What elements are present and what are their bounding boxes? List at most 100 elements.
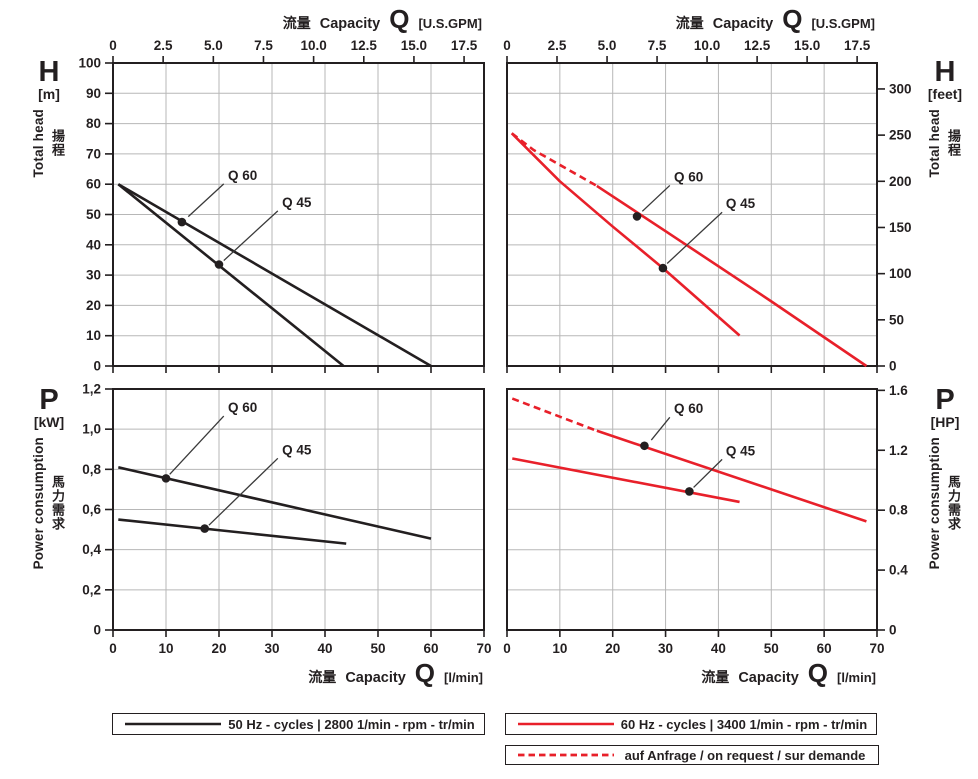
svg-text:7.5: 7.5 bbox=[254, 38, 273, 53]
svg-text:5.0: 5.0 bbox=[204, 38, 223, 53]
capacity-title-bottom-right: 流量 Capacity Q [l/min] bbox=[631, 660, 876, 687]
svg-text:0,8: 0,8 bbox=[82, 462, 101, 477]
power-label-latin: Power consumption bbox=[31, 437, 46, 570]
power-curve-60hz-q45 bbox=[512, 457, 740, 504]
power-axis-label-right: P [HP] Power consumption 馬力需求 bbox=[916, 384, 974, 570]
svg-text:200: 200 bbox=[889, 174, 912, 189]
legend-60hz: 60 Hz - cycles | 3400 1/min - rpm - tr/m… bbox=[505, 713, 877, 735]
svg-text:80: 80 bbox=[86, 116, 101, 131]
svg-text:10.0: 10.0 bbox=[694, 38, 720, 53]
svg-text:Q 45: Q 45 bbox=[282, 442, 312, 457]
svg-text:7.5: 7.5 bbox=[648, 38, 667, 53]
svg-text:90: 90 bbox=[86, 86, 101, 101]
head-unit: [m] bbox=[38, 86, 60, 102]
svg-text:2.5: 2.5 bbox=[548, 38, 567, 53]
svg-text:15.0: 15.0 bbox=[794, 38, 820, 53]
head-label-latin: Total head bbox=[31, 109, 46, 178]
power-label-cjk: 馬力需求 bbox=[50, 475, 65, 532]
svg-text:2.5: 2.5 bbox=[154, 38, 173, 53]
head-curve-60hz: 0 2.5 5.0 7.5 10.0 12.5 15.0 17.5 0 50 100 150 200 25… bbox=[503, 38, 911, 374]
svg-text:40: 40 bbox=[317, 641, 332, 656]
svg-text:1.2: 1.2 bbox=[889, 443, 908, 458]
legend-60hz-label: 60 Hz - cycles | 3400 1/min - rpm - tr/m… bbox=[620, 716, 868, 732]
svg-text:0,6: 0,6 bbox=[82, 502, 101, 517]
svg-text:10: 10 bbox=[86, 328, 101, 343]
svg-text:17.5: 17.5 bbox=[844, 38, 871, 53]
svg-text:50: 50 bbox=[370, 641, 385, 656]
capacity-title-latin: Capacity bbox=[712, 16, 774, 32]
svg-text:Q 60: Q 60 bbox=[228, 168, 257, 183]
svg-text:0: 0 bbox=[109, 641, 117, 656]
capacity-q-symbol: Q bbox=[389, 4, 410, 34]
capacity-title-latin: Capacity bbox=[345, 670, 406, 686]
legend-50hz: 50 Hz - cycles | 2800 1/min - rpm - tr/m… bbox=[112, 713, 485, 735]
capacity-title-latin: Capacity bbox=[738, 670, 799, 686]
capacity-title-unit: [U.S.GPM] bbox=[811, 16, 875, 31]
solid-red-line-sample bbox=[518, 722, 614, 726]
svg-text:30: 30 bbox=[264, 641, 279, 656]
svg-text:0: 0 bbox=[503, 38, 511, 53]
svg-text:50: 50 bbox=[889, 312, 904, 327]
svg-text:1.6: 1.6 bbox=[889, 383, 908, 398]
power-unit: [HP] bbox=[930, 414, 960, 430]
svg-text:30: 30 bbox=[86, 268, 101, 283]
head-curve-60hz-q60 bbox=[596, 184, 868, 368]
head-curve-50hz-q60 bbox=[117, 183, 432, 368]
capacity-title-top-right: 流量 Capacity Q [U.S.GPM] bbox=[631, 6, 875, 33]
power-curve-50hz-q45 bbox=[118, 518, 347, 545]
svg-text:100: 100 bbox=[889, 266, 912, 281]
head-curve-60hz-q60-duty-point-marker bbox=[632, 212, 642, 221]
svg-text:0.8: 0.8 bbox=[889, 503, 908, 518]
head-curve-60hz-q60-dashed bbox=[510, 132, 598, 188]
power-unit: [kW] bbox=[33, 414, 65, 430]
capacity-q-symbol: Q bbox=[807, 658, 828, 688]
svg-text:100: 100 bbox=[78, 56, 101, 71]
svg-text:15.0: 15.0 bbox=[401, 38, 427, 53]
head-label-latin: Total head bbox=[927, 109, 942, 178]
power-curve-50hz: 0 10 20 30 40 50 60 70 0 0,2 0,4 0,6 0,8 1,0 1,2 Q 60 Q … bbox=[82, 382, 491, 657]
svg-text:20: 20 bbox=[605, 641, 620, 656]
power-symbol: P bbox=[935, 384, 955, 416]
capacity-title-bottom-left: 流量 Capacity Q [l/min] bbox=[238, 660, 483, 687]
svg-text:Q 45: Q 45 bbox=[282, 195, 312, 210]
svg-text:1,2: 1,2 bbox=[82, 382, 101, 397]
head-curve-60hz-q45 bbox=[510, 132, 741, 337]
head-unit: [feet] bbox=[927, 86, 963, 102]
svg-text:60: 60 bbox=[423, 641, 438, 656]
capacity-title-cjk: 流量 bbox=[701, 669, 730, 685]
svg-text:60: 60 bbox=[817, 641, 832, 656]
svg-text:10: 10 bbox=[552, 641, 567, 656]
power-label-latin: Power consumption bbox=[927, 437, 942, 570]
capacity-title-unit: [l/min] bbox=[837, 670, 876, 685]
solid-black-line-sample bbox=[125, 722, 221, 726]
capacity-title-unit: [U.S.GPM] bbox=[418, 16, 482, 31]
svg-text:300: 300 bbox=[889, 81, 912, 96]
power-curve-50hz-q60 bbox=[118, 466, 432, 540]
svg-text:10: 10 bbox=[158, 641, 173, 656]
svg-text:70: 70 bbox=[869, 641, 884, 656]
head-symbol: H bbox=[934, 56, 956, 88]
svg-text:20: 20 bbox=[211, 641, 226, 656]
legend-on-request: auf Anfrage / on request / sur demande bbox=[505, 745, 879, 765]
head-label-cjk: 揚程 bbox=[946, 129, 961, 158]
svg-text:0: 0 bbox=[889, 623, 897, 638]
svg-text:Q 60: Q 60 bbox=[674, 401, 703, 416]
svg-text:0: 0 bbox=[93, 359, 101, 374]
head-curve-50hz-q45 bbox=[117, 183, 345, 368]
head-axis-label-right: H [feet] Total head 揚程 bbox=[916, 58, 974, 178]
legend-50hz-label: 50 Hz - cycles | 2800 1/min - rpm - tr/m… bbox=[228, 716, 475, 732]
svg-text:Q 60: Q 60 bbox=[674, 169, 703, 184]
capacity-title-cjk: 流量 bbox=[308, 669, 337, 685]
power-curve-60hz-q60-dashed bbox=[511, 397, 598, 433]
svg-text:70: 70 bbox=[476, 641, 491, 656]
svg-text:50: 50 bbox=[764, 641, 779, 656]
head-curve-50hz-q60-duty-point-marker bbox=[177, 217, 187, 227]
capacity-title-cjk: 流量 bbox=[282, 15, 311, 31]
svg-text:0: 0 bbox=[503, 641, 511, 656]
dashed-red-line-sample bbox=[518, 753, 614, 757]
svg-text:250: 250 bbox=[889, 128, 912, 143]
svg-text:12.5: 12.5 bbox=[351, 38, 378, 53]
svg-text:40: 40 bbox=[86, 237, 101, 252]
pump-curves-svg: 0 2.5 5.0 7.5 10.0 12.5 15.0 17.5 0 10 20 30 40 50 60 7… bbox=[78, 38, 911, 657]
